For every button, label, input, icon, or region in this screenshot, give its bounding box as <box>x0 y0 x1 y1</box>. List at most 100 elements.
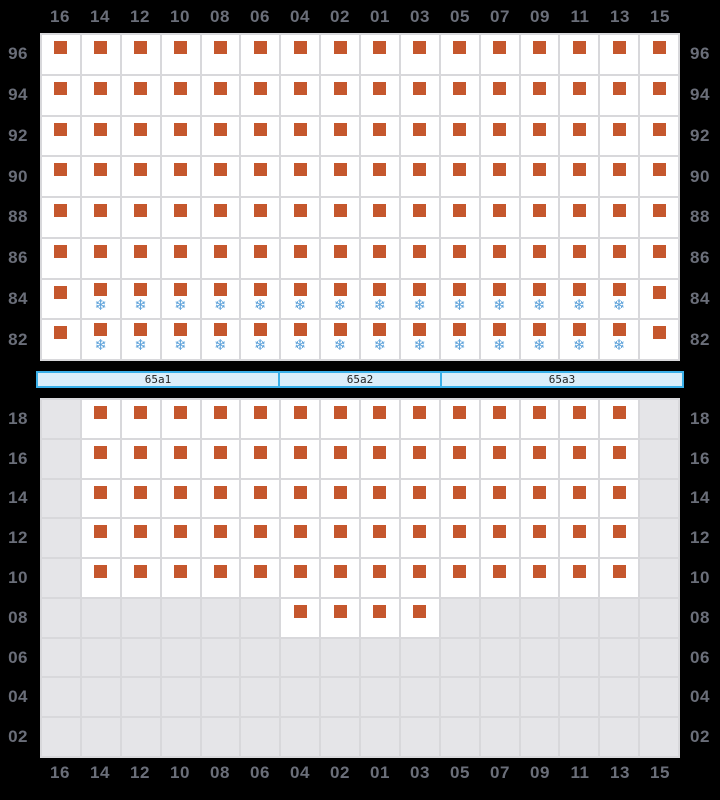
slot-cell[interactable] <box>201 157 240 196</box>
slot-cell[interactable] <box>480 75 519 115</box>
slot-cell[interactable]: ❄ <box>241 320 280 359</box>
slot-cell[interactable] <box>400 116 439 156</box>
slot-cell[interactable] <box>480 400 519 438</box>
slot-cell[interactable] <box>321 598 359 637</box>
slot-cell[interactable] <box>361 35 399 74</box>
slot-cell[interactable] <box>640 198 678 237</box>
slot-cell[interactable] <box>241 439 280 478</box>
slot-cell[interactable] <box>400 598 439 637</box>
slot-cell[interactable] <box>201 75 240 115</box>
slot-cell[interactable] <box>640 157 678 196</box>
slot-cell[interactable] <box>640 279 678 319</box>
slot-cell[interactable] <box>560 35 599 74</box>
slot-cell[interactable] <box>480 35 519 74</box>
slot-cell[interactable] <box>640 35 678 74</box>
slot-cell[interactable]: ❄ <box>321 279 359 319</box>
slot-cell[interactable] <box>161 559 200 597</box>
slot-cell[interactable] <box>81 157 120 196</box>
slot-cell[interactable]: ❄ <box>201 320 240 359</box>
slot-cell[interactable] <box>400 157 439 196</box>
slot-cell[interactable] <box>560 439 599 478</box>
slot-cell[interactable]: ❄ <box>480 279 519 319</box>
slot-cell[interactable] <box>480 519 519 558</box>
slot-cell[interactable] <box>201 519 240 558</box>
slot-cell[interactable] <box>321 35 359 74</box>
slot-cell[interactable] <box>241 479 280 518</box>
slot-cell[interactable] <box>281 519 320 558</box>
slot-cell[interactable] <box>361 75 399 115</box>
slot-cell[interactable] <box>560 559 599 597</box>
slot-cell[interactable] <box>241 35 280 74</box>
slot-cell[interactable] <box>560 116 599 156</box>
slot-cell[interactable] <box>81 75 120 115</box>
slot-cell[interactable] <box>361 238 399 278</box>
slot-cell[interactable] <box>600 479 639 518</box>
slot-cell[interactable]: ❄ <box>201 279 240 319</box>
slot-cell[interactable] <box>321 559 359 597</box>
slot-cell[interactable]: ❄ <box>400 279 439 319</box>
slot-cell[interactable] <box>361 559 399 597</box>
slot-cell[interactable] <box>241 559 280 597</box>
slot-cell[interactable] <box>520 559 559 597</box>
slot-cell[interactable] <box>281 598 320 637</box>
slot-cell[interactable]: ❄ <box>560 320 599 359</box>
slot-cell[interactable] <box>201 238 240 278</box>
slot-cell[interactable] <box>281 198 320 237</box>
slot-cell[interactable] <box>640 75 678 115</box>
slot-cell[interactable] <box>600 238 639 278</box>
slot-cell[interactable] <box>520 400 559 438</box>
slot-cell[interactable] <box>600 157 639 196</box>
slot-cell[interactable] <box>161 439 200 478</box>
slot-cell[interactable] <box>201 479 240 518</box>
bay-section-65a1[interactable]: 65a1 <box>36 371 280 388</box>
slot-cell[interactable] <box>81 238 120 278</box>
slot-cell[interactable] <box>440 198 479 237</box>
slot-cell[interactable] <box>42 320 80 359</box>
slot-cell[interactable] <box>520 35 559 74</box>
slot-cell[interactable] <box>201 35 240 74</box>
slot-cell[interactable] <box>480 198 519 237</box>
slot-cell[interactable]: ❄ <box>600 320 639 359</box>
slot-cell[interactable] <box>121 157 160 196</box>
slot-cell[interactable] <box>600 519 639 558</box>
slot-cell[interactable] <box>321 238 359 278</box>
slot-cell[interactable]: ❄ <box>241 279 280 319</box>
slot-cell[interactable]: ❄ <box>520 279 559 319</box>
slot-cell[interactable] <box>241 238 280 278</box>
slot-cell[interactable] <box>42 279 80 319</box>
slot-cell[interactable] <box>201 559 240 597</box>
slot-cell[interactable] <box>480 157 519 196</box>
slot-cell[interactable] <box>440 439 479 478</box>
slot-cell[interactable] <box>81 519 120 558</box>
slot-cell[interactable]: ❄ <box>361 279 399 319</box>
slot-cell[interactable] <box>440 479 479 518</box>
slot-cell[interactable] <box>400 238 439 278</box>
slot-cell[interactable] <box>81 116 120 156</box>
slot-cell[interactable] <box>281 439 320 478</box>
slot-cell[interactable] <box>640 238 678 278</box>
slot-cell[interactable] <box>321 479 359 518</box>
slot-cell[interactable]: ❄ <box>121 279 160 319</box>
slot-cell[interactable] <box>600 439 639 478</box>
slot-cell[interactable] <box>321 439 359 478</box>
slot-cell[interactable] <box>121 35 160 74</box>
slot-cell[interactable]: ❄ <box>161 320 200 359</box>
slot-cell[interactable]: ❄ <box>321 320 359 359</box>
slot-cell[interactable] <box>520 198 559 237</box>
slot-cell[interactable]: ❄ <box>281 320 320 359</box>
slot-cell[interactable] <box>600 75 639 115</box>
slot-cell[interactable] <box>42 116 80 156</box>
slot-cell[interactable] <box>42 198 80 237</box>
slot-cell[interactable] <box>361 519 399 558</box>
slot-cell[interactable] <box>121 439 160 478</box>
slot-cell[interactable]: ❄ <box>281 279 320 319</box>
slot-cell[interactable] <box>440 519 479 558</box>
slot-cell[interactable] <box>321 198 359 237</box>
slot-cell[interactable] <box>361 598 399 637</box>
slot-cell[interactable] <box>400 479 439 518</box>
slot-cell[interactable]: ❄ <box>600 279 639 319</box>
slot-cell[interactable] <box>560 75 599 115</box>
slot-cell[interactable]: ❄ <box>440 320 479 359</box>
slot-cell[interactable] <box>400 75 439 115</box>
slot-cell[interactable] <box>161 116 200 156</box>
